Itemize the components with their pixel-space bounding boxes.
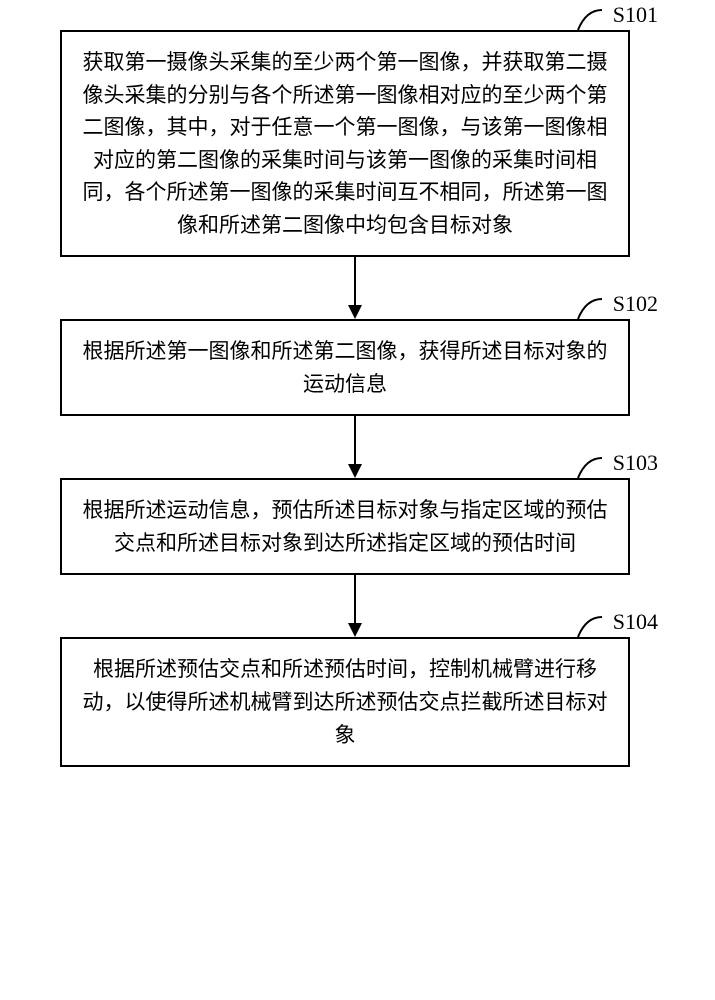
step-box-s102: 根据所述第一图像和所述第二图像，获得所述目标对象的运动信息 (60, 319, 630, 416)
step-label-s102: S102 (613, 291, 658, 317)
arrow-2-3 (70, 416, 640, 478)
step-s101-wrap: S101 获取第一摄像头采集的至少两个第一图像，并获取第二摄像头采集的分别与各个… (60, 30, 650, 257)
step-box-s103: 根据所述运动信息，预估所述目标对象与指定区域的预估交点和所述目标对象到达所述指定… (60, 478, 630, 575)
arrow-1-2 (70, 257, 640, 319)
step-s103-wrap: S103 根据所述运动信息，预估所述目标对象与指定区域的预估交点和所述目标对象到… (60, 478, 650, 575)
label-tick-s101 (576, 8, 604, 32)
label-tick-s104 (576, 615, 604, 639)
step-label-s104: S104 (613, 609, 658, 635)
label-tick-s103 (576, 456, 604, 480)
step-s102-wrap: S102 根据所述第一图像和所述第二图像，获得所述目标对象的运动信息 (60, 319, 650, 416)
arrow-3-4 (70, 575, 640, 637)
label-tick-s102 (576, 297, 604, 321)
step-box-s104: 根据所述预估交点和所述预估时间，控制机械臂进行移动，以使得所述机械臂到达所述预估… (60, 637, 630, 767)
step-s104-wrap: S104 根据所述预估交点和所述预估时间，控制机械臂进行移动，以使得所述机械臂到… (60, 637, 650, 767)
step-box-s101: 获取第一摄像头采集的至少两个第一图像，并获取第二摄像头采集的分别与各个所述第一图… (60, 30, 630, 257)
step-label-s101: S101 (613, 2, 658, 28)
flowchart-container: S101 获取第一摄像头采集的至少两个第一图像，并获取第二摄像头采集的分别与各个… (60, 30, 650, 767)
step-label-s103: S103 (613, 450, 658, 476)
